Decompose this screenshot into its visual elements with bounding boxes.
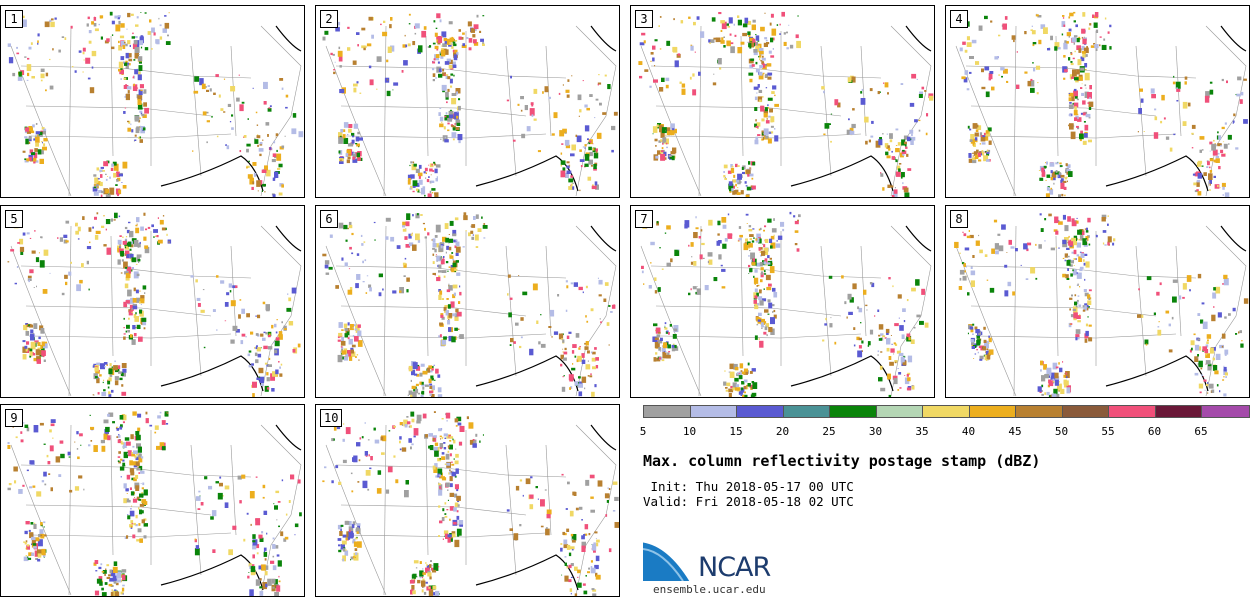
member-label: 9 (5, 409, 23, 427)
ncar-logo-text: NCAR (698, 552, 771, 583)
member-panel-7: 7 (630, 205, 935, 398)
colorbar-swatch (783, 406, 830, 417)
radar-map (322, 13, 618, 197)
colorbar-tick-label: 30 (868, 425, 883, 438)
ncar-logo-icon (643, 541, 693, 581)
colorbar-swatch (737, 406, 784, 417)
radar-map (7, 11, 304, 197)
member-label: 8 (950, 210, 968, 228)
colorbar-swatch (1202, 406, 1249, 417)
colorbar-swatch (644, 406, 691, 417)
reflectivity-colorbar (643, 405, 1250, 418)
member-panel-4: 4 (945, 5, 1250, 198)
figure-title: Max. column reflectivity postage stamp (… (643, 452, 1041, 470)
member-panel-10: 10 (315, 404, 620, 597)
member-panel-3: 3 (630, 5, 935, 198)
radar-map (7, 212, 302, 397)
radar-map (638, 11, 934, 197)
colorbar-swatch (690, 406, 737, 417)
colorbar-swatch (830, 406, 877, 417)
colorbar-swatch (923, 406, 970, 417)
member-label: 10 (320, 409, 343, 427)
colorbar-tick-label: 55 (1101, 425, 1115, 438)
colorbar-tick-label: 5 (639, 425, 647, 438)
member-label: 6 (320, 210, 338, 228)
member-label: 4 (950, 10, 968, 28)
member-label: 7 (635, 210, 653, 228)
colorbar-swatch (1109, 406, 1156, 417)
member-label: 1 (5, 10, 23, 28)
colorbar-swatch (1016, 406, 1063, 417)
colorbar-swatch (969, 406, 1016, 417)
member-label: 3 (635, 10, 653, 28)
radar-map (322, 411, 619, 596)
colorbar-tick-label: 60 (1147, 425, 1162, 438)
colorbar-swatch (1062, 406, 1109, 417)
valid-time: Valid: Fri 2018-05-18 02 UTC (643, 494, 854, 509)
member-panel-8: 8 (945, 205, 1250, 398)
colorbar-tick-label: 45 (1008, 425, 1022, 438)
member-panel-9: 9 (0, 404, 305, 597)
colorbar-tick-label: 50 (1054, 425, 1069, 438)
radar-map (7, 411, 302, 596)
member-label: 5 (5, 210, 23, 228)
radar-map (322, 212, 617, 397)
colorbar-tick-label: 25 (822, 425, 836, 438)
colorbar-tick-label: 15 (729, 425, 743, 438)
colorbar-tick-label: 35 (915, 425, 929, 438)
colorbar-swatch (876, 406, 923, 417)
member-panel-6: 6 (315, 205, 620, 398)
member-panel-1: 1 (0, 5, 305, 198)
colorbar-tick-label: 20 (775, 425, 790, 438)
member-label: 2 (320, 10, 338, 28)
colorbar-tick-label: 65 (1194, 425, 1208, 438)
radar-map (640, 211, 932, 397)
member-panel-5: 5 (0, 205, 305, 398)
member-panel-2: 2 (315, 5, 620, 198)
init-time: Init: Thu 2018-05-17 00 UTC (643, 479, 854, 494)
colorbar-swatch (1155, 406, 1202, 417)
colorbar-tick-label: 10 (682, 425, 697, 438)
radar-map (952, 213, 1249, 397)
radar-map (955, 11, 1248, 197)
colorbar-tick-label: 40 (961, 425, 976, 438)
source-url: ensemble.ucar.edu (653, 583, 766, 596)
